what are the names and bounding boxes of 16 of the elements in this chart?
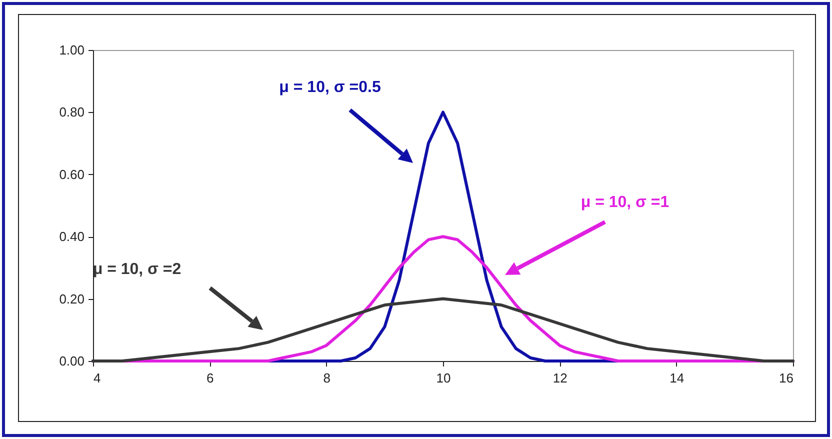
y-tick-label: 0.20 bbox=[59, 291, 84, 306]
x-tick-label: 16 bbox=[779, 370, 794, 386]
x-tick-label: 6 bbox=[206, 370, 214, 386]
x-tick-label: 12 bbox=[552, 370, 568, 386]
y-tick-label: 0.80 bbox=[59, 104, 84, 120]
annotation: μ = 10, σ =2 bbox=[92, 261, 182, 278]
annotation: μ = 10, σ =0.5 bbox=[279, 79, 381, 96]
x-tick-label: 10 bbox=[436, 370, 451, 386]
x-tick-label: 8 bbox=[323, 370, 330, 386]
y-tick-label: 1.00 bbox=[59, 42, 84, 58]
y-tick-label: 0.00 bbox=[59, 354, 84, 368]
x-tick-label: 14 bbox=[670, 370, 684, 386]
y-tick-label: 0.40 bbox=[59, 229, 84, 244]
annotation: μ = 10, σ =1 bbox=[580, 194, 670, 212]
y-tick-label: 0.60 bbox=[59, 166, 84, 182]
x-tick-label: 4 bbox=[94, 370, 101, 386]
